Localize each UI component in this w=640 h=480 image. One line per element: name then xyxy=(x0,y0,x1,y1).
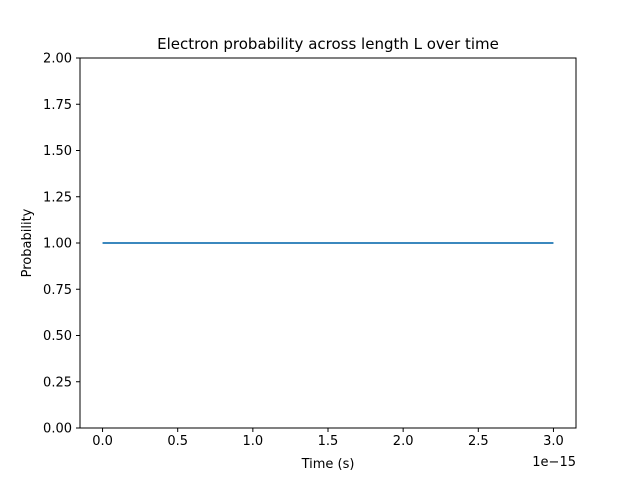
x-tick-label: 2.0 xyxy=(393,434,414,449)
x-tick-label: 0.5 xyxy=(167,434,188,449)
y-tick-label: 1.75 xyxy=(43,98,72,113)
x-tick-label: 3.0 xyxy=(543,434,564,449)
x-axis-label: Time (s) xyxy=(301,457,355,472)
y-tick-label: 1.25 xyxy=(43,190,72,205)
x-tick-label: 1.5 xyxy=(318,434,339,449)
y-tick-label: 2.00 xyxy=(43,52,72,67)
chart-title: Electron probability across length L ove… xyxy=(157,35,499,53)
y-tick-label: 0.75 xyxy=(43,283,72,298)
plot-area xyxy=(79,57,577,429)
x-axis: 0.0 0.5 1.0 1.5 2.0 2.5 3.0 xyxy=(92,428,564,449)
y-axis-label: Probability xyxy=(20,208,35,277)
x-tick-label: 2.5 xyxy=(468,434,489,449)
x-axis-offset-label: 1e−15 xyxy=(532,455,576,470)
y-tick-label: 0.50 xyxy=(43,329,72,344)
x-tick-label: 0.0 xyxy=(92,434,113,449)
y-tick-label: 1.00 xyxy=(43,237,72,252)
y-tick-label: 0.00 xyxy=(43,422,72,437)
y-tick-label: 1.50 xyxy=(43,144,72,159)
y-tick-label: 0.25 xyxy=(43,375,72,390)
y-axis: 0.00 0.25 0.50 0.75 1.00 1.25 1.50 1.75 2.00 xyxy=(43,52,80,437)
x-tick-label: 1.0 xyxy=(243,434,264,449)
